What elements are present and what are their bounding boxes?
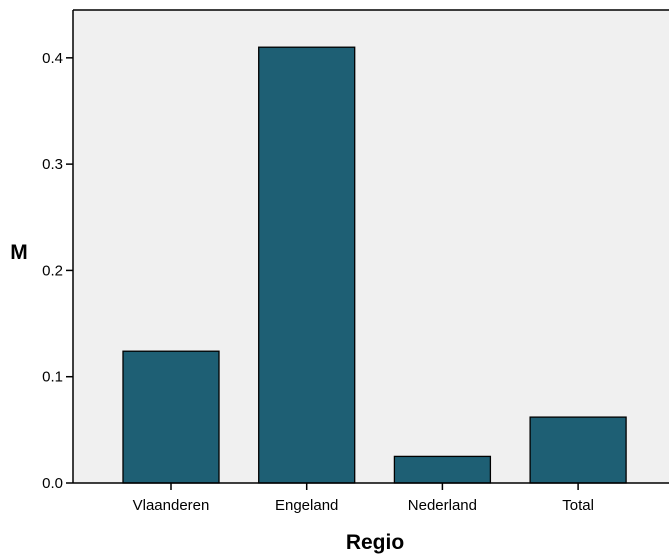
y-tick-label: 0.1 xyxy=(42,369,63,386)
y-tick-label: 0.3 xyxy=(42,156,63,173)
x-axis-title: Regio xyxy=(346,531,404,554)
bar-nederland xyxy=(393,455,492,484)
bars-group xyxy=(122,46,627,484)
x-tick-label: Engeland xyxy=(275,497,338,514)
y-tick-label: 0.2 xyxy=(42,262,63,279)
y-tick-label: 0.0 xyxy=(42,475,63,492)
x-tick-label: Total xyxy=(562,497,594,514)
x-tick-label: Nederland xyxy=(408,497,477,514)
x-tick-label: Vlaanderen xyxy=(133,497,210,514)
bar-engeland xyxy=(258,46,356,484)
y-axis-title: M xyxy=(10,241,28,264)
x-ticks-group: Vlaanderen Engeland Nederland Total xyxy=(133,483,594,514)
bar-vlaanderen xyxy=(122,350,220,484)
y-tick-label: 0.4 xyxy=(42,50,63,67)
bar-total xyxy=(529,416,627,484)
y-ticks-group: 0.0 0.1 0.2 0.3 0.4 xyxy=(42,50,73,492)
